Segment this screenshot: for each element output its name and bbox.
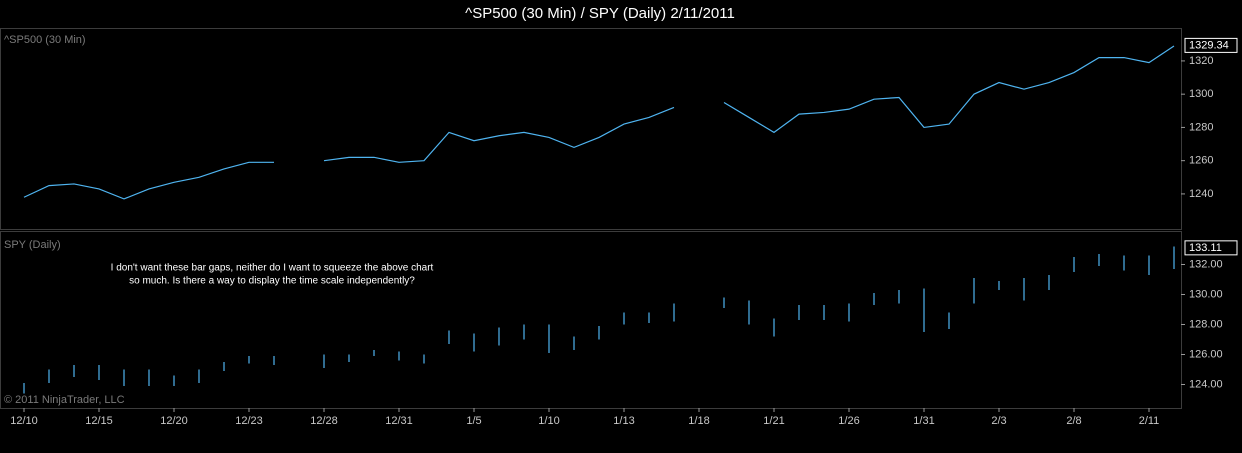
x-tick-label: 2/11 <box>1139 415 1160 427</box>
y-tick-label: 128.00 <box>1189 318 1223 330</box>
price-line <box>723 45 1175 134</box>
y-tick-label: 1320 <box>1189 55 1213 67</box>
last-value-label: 1329.34 <box>1189 39 1229 51</box>
x-tick-label: 1/31 <box>913 415 934 427</box>
x-tick-label: 1/18 <box>688 415 709 427</box>
last-value-label: 133.11 <box>1189 242 1222 254</box>
y-tick-label: 1280 <box>1189 121 1213 133</box>
top-panel-frame <box>0 28 1182 230</box>
y-tick-label: 1240 <box>1189 188 1213 200</box>
x-tick-label: 1/26 <box>838 415 859 427</box>
y-tick-label: 124.00 <box>1189 378 1223 390</box>
last-value-box <box>1184 240 1238 256</box>
x-tick-label: 12/28 <box>310 415 338 427</box>
x-tick-label: 1/21 <box>763 415 784 427</box>
annotation-line: I don't want these bar gaps, neither do … <box>111 263 434 274</box>
x-tick-label: 12/20 <box>160 415 188 427</box>
annotation-line: so much. Is there a way to display the t… <box>129 276 415 287</box>
bottom-panel-label: SPY (Daily) <box>4 239 61 251</box>
bottom-panel-frame <box>0 231 1182 409</box>
x-tick-label: 12/23 <box>235 415 263 427</box>
x-tick-label: 12/10 <box>10 415 38 427</box>
top-panel-label: ^SP500 (30 Min) <box>4 34 86 46</box>
y-tick-label: 1300 <box>1189 88 1213 100</box>
x-tick-label: 12/31 <box>385 415 413 427</box>
y-tick-label: 1260 <box>1189 155 1213 167</box>
x-tick-label: 1/13 <box>613 415 634 427</box>
price-line <box>23 161 274 200</box>
last-value-box <box>1184 37 1238 53</box>
x-tick-label: 2/8 <box>1066 415 1081 427</box>
chart-title: ^SP500 (30 Min) / SPY (Daily) 2/11/2011 <box>465 5 735 22</box>
x-tick-label: 1/5 <box>466 415 481 427</box>
y-tick-label: 126.00 <box>1189 348 1223 360</box>
price-line <box>323 106 675 163</box>
y-tick-label: 130.00 <box>1189 288 1223 300</box>
y-tick-label: 132.00 <box>1189 258 1223 270</box>
x-tick-label: 1/10 <box>538 415 559 427</box>
x-tick-label: 12/15 <box>85 415 113 427</box>
copyright: © 2011 NinjaTrader, LLC <box>4 394 125 406</box>
x-tick-label: 2/3 <box>991 415 1006 427</box>
